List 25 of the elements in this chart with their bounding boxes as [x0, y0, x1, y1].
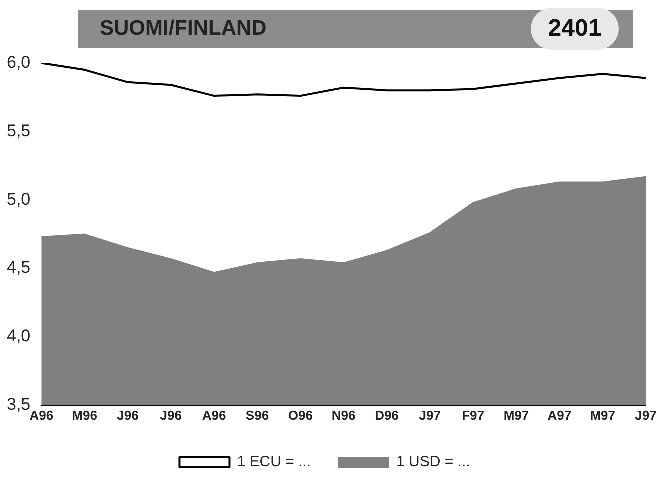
y-tick-label: 5,0 — [6, 190, 31, 209]
x-tick-label: J96 — [117, 408, 139, 423]
x-tick-label: A96 — [30, 408, 54, 423]
x-tick-label: J96 — [160, 408, 182, 423]
x-tick-label: N96 — [332, 408, 356, 423]
chart-title: SUOMI/FINLAND — [100, 17, 267, 41]
x-tick-label: D96 — [375, 408, 399, 423]
x-tick-label: J97 — [635, 408, 657, 423]
x-tick-label: M97 — [504, 408, 530, 423]
y-tick-label: 3,5 — [6, 395, 31, 414]
y-tick-label: 4,0 — [6, 326, 31, 346]
legend-label: 1 USD = ... — [396, 454, 470, 471]
legend-label: 1 ECU = ... — [237, 454, 312, 471]
x-tick-label: A97 — [548, 408, 572, 423]
x-tick-label: M96 — [72, 408, 98, 423]
x-tick-label: A96 — [202, 408, 226, 423]
x-tick-label: M97 — [590, 408, 616, 423]
y-tick-label: 6,0 — [6, 52, 31, 72]
x-tick-label: F97 — [462, 408, 485, 423]
chart-subtitle: 2401 — [531, 8, 619, 50]
y-tick-label: 5,5 — [6, 121, 31, 140]
y-tick-label: 4,5 — [6, 258, 31, 278]
x-tick-label: S96 — [246, 408, 270, 423]
x-tick-label: J97 — [419, 408, 442, 423]
x-tick-label: O96 — [288, 408, 313, 423]
